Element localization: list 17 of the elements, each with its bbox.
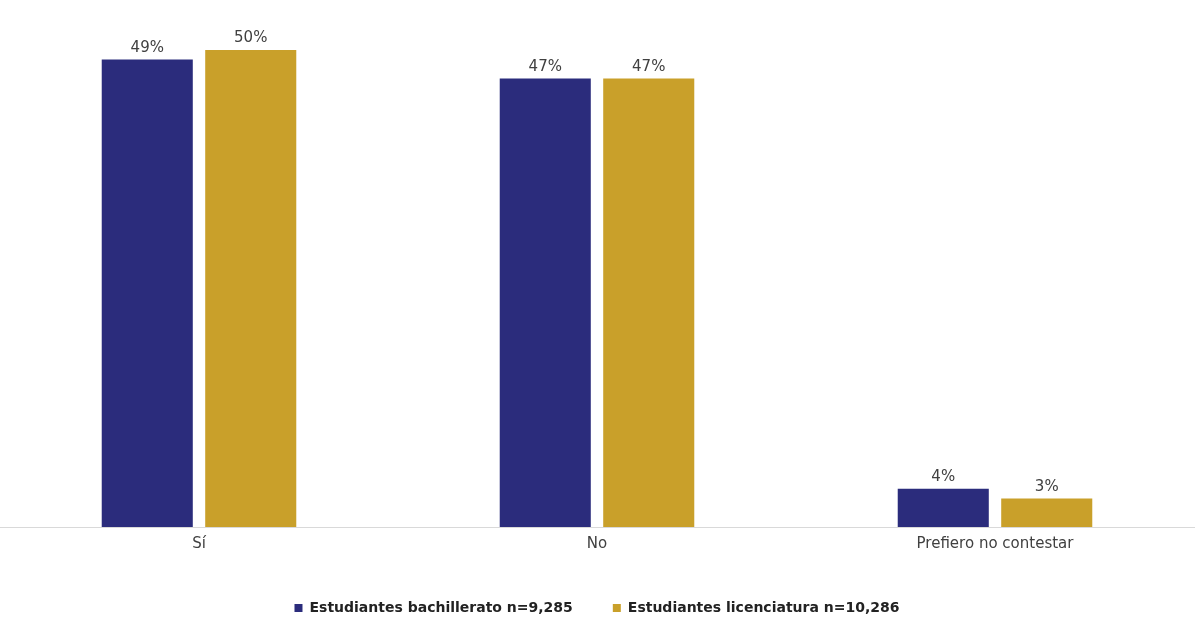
bar bbox=[205, 50, 297, 527]
data-label: 49% bbox=[130, 37, 164, 56]
x-tick-label: Sí bbox=[192, 533, 207, 552]
data-label: 3% bbox=[1034, 476, 1059, 495]
bar bbox=[499, 78, 591, 527]
x-tick-label: Prefiero no contestar bbox=[916, 533, 1075, 552]
data-label: 47% bbox=[632, 57, 666, 76]
bar bbox=[101, 59, 193, 527]
bar bbox=[1001, 498, 1093, 527]
data-label: 47% bbox=[528, 57, 562, 76]
bar bbox=[897, 488, 989, 527]
bar bbox=[603, 78, 695, 527]
x-tick-label: No bbox=[586, 533, 608, 552]
legend-label: Estudiantes licenciatura n=10,286 bbox=[627, 598, 900, 615]
legend-label: Estudiantes bachillerato n=9,285 bbox=[309, 598, 573, 615]
data-label: 4% bbox=[931, 467, 956, 486]
data-label: 50% bbox=[234, 28, 268, 47]
